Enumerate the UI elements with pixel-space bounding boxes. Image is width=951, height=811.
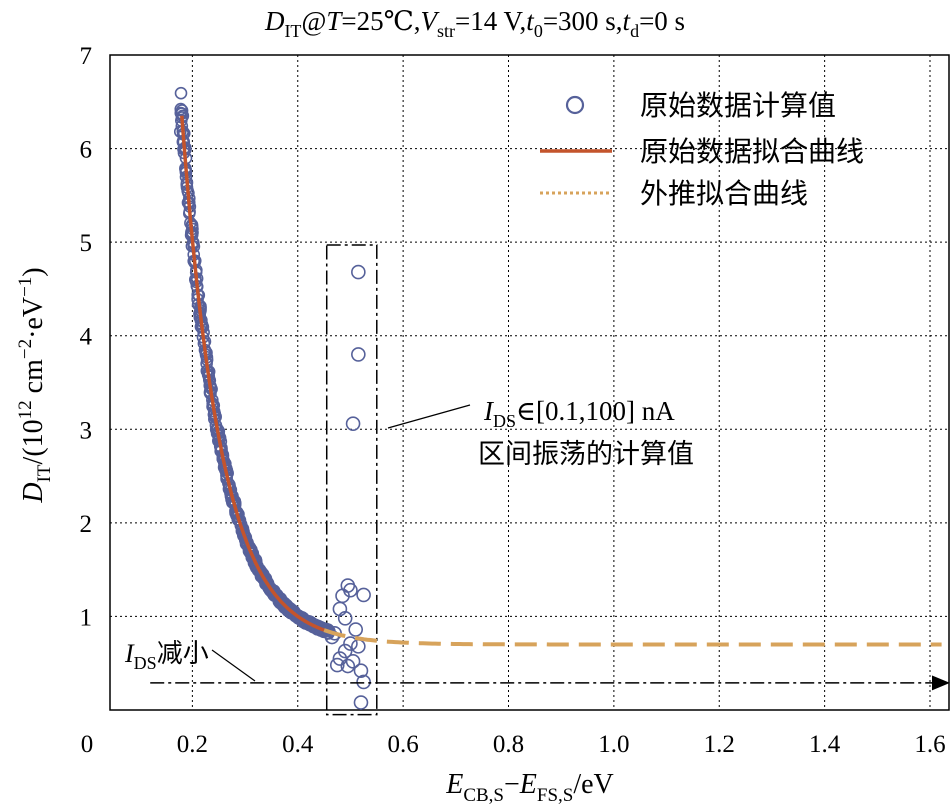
y-axis-label: DIT/(1012 cm−2·eV−1) xyxy=(15,267,55,503)
x-tick-label: 0.4 xyxy=(282,731,314,758)
x-tick-label: 0.2 xyxy=(177,731,208,758)
x-tick-label: 1.6 xyxy=(914,731,945,758)
box-callout-line1: IDS∈[0.1,100] nA xyxy=(483,396,675,431)
y-tick-label: 4 xyxy=(80,324,93,351)
scatter-point xyxy=(337,643,353,659)
scatter-series xyxy=(173,86,371,710)
y-tick-label: 7 xyxy=(80,43,93,70)
x-tick-label: 1.2 xyxy=(704,731,735,758)
box-callout-leader xyxy=(387,404,471,429)
x-tick-label: 1.4 xyxy=(809,731,841,758)
y-tick-labels: 1 2 3 4 5 6 7 xyxy=(80,43,93,631)
scatter-point xyxy=(351,639,366,654)
scatter-point xyxy=(356,587,371,603)
ids-decrease-label: IDS减小 xyxy=(124,639,209,673)
scatter-point xyxy=(351,347,366,362)
y-tick-label: 5 xyxy=(80,230,93,257)
x-tick-label: 0.6 xyxy=(388,731,419,758)
scatter-point xyxy=(348,622,364,637)
scatter-point xyxy=(343,636,358,651)
box-callout-line2: 区间振荡的计算值 xyxy=(478,439,694,469)
scatter-point xyxy=(174,86,188,100)
y-tick-label: 1 xyxy=(80,604,93,631)
legend-label-fit: 原始数据拟合曲线 xyxy=(640,136,864,168)
x-tick-label: 0.8 xyxy=(493,731,524,758)
legend: 原始数据计算值 原始数据拟合曲线 外推拟合曲线 xyxy=(540,90,864,210)
fit-line xyxy=(180,115,325,632)
scatter-point xyxy=(340,658,356,674)
ids-decrease-leader xyxy=(211,649,256,682)
x-tick-label: 0 xyxy=(81,731,94,758)
x-tick-labels: 0 0.2 0.4 0.6 0.8 1.0 1.2 1.4 1.6 xyxy=(81,731,946,758)
oscillation-region-box xyxy=(325,244,378,716)
scatter-point xyxy=(324,629,340,645)
grid xyxy=(110,55,949,710)
scatter-point xyxy=(343,582,358,598)
chart-title: DIT@T=25℃,Vstr=14 V,t0=300 s,td=0 s xyxy=(264,6,685,41)
y-tick-label: 3 xyxy=(80,417,93,444)
extrapolation-line xyxy=(323,628,942,647)
scatter-point xyxy=(337,610,353,626)
y-tick-label: 2 xyxy=(80,511,93,538)
legend-marker-scatter xyxy=(565,95,585,115)
scatter-point xyxy=(351,264,366,280)
scatter-point xyxy=(173,125,187,139)
scatter-point xyxy=(329,657,345,673)
scatter-point xyxy=(345,654,361,669)
y-tick-label: 6 xyxy=(80,137,93,164)
scatter-point xyxy=(345,416,361,431)
legend-label-scatter: 原始数据计算值 xyxy=(640,90,836,122)
scatter-point xyxy=(353,663,369,679)
x-axis-label: ECB,S−EFS,S/eV xyxy=(445,769,614,806)
legend-label-extrap: 外推拟合曲线 xyxy=(640,178,808,210)
scatter-point xyxy=(356,674,371,690)
plot-frame xyxy=(109,54,950,711)
x-tick-label: 1.0 xyxy=(598,731,629,758)
scatter-point xyxy=(353,695,369,710)
